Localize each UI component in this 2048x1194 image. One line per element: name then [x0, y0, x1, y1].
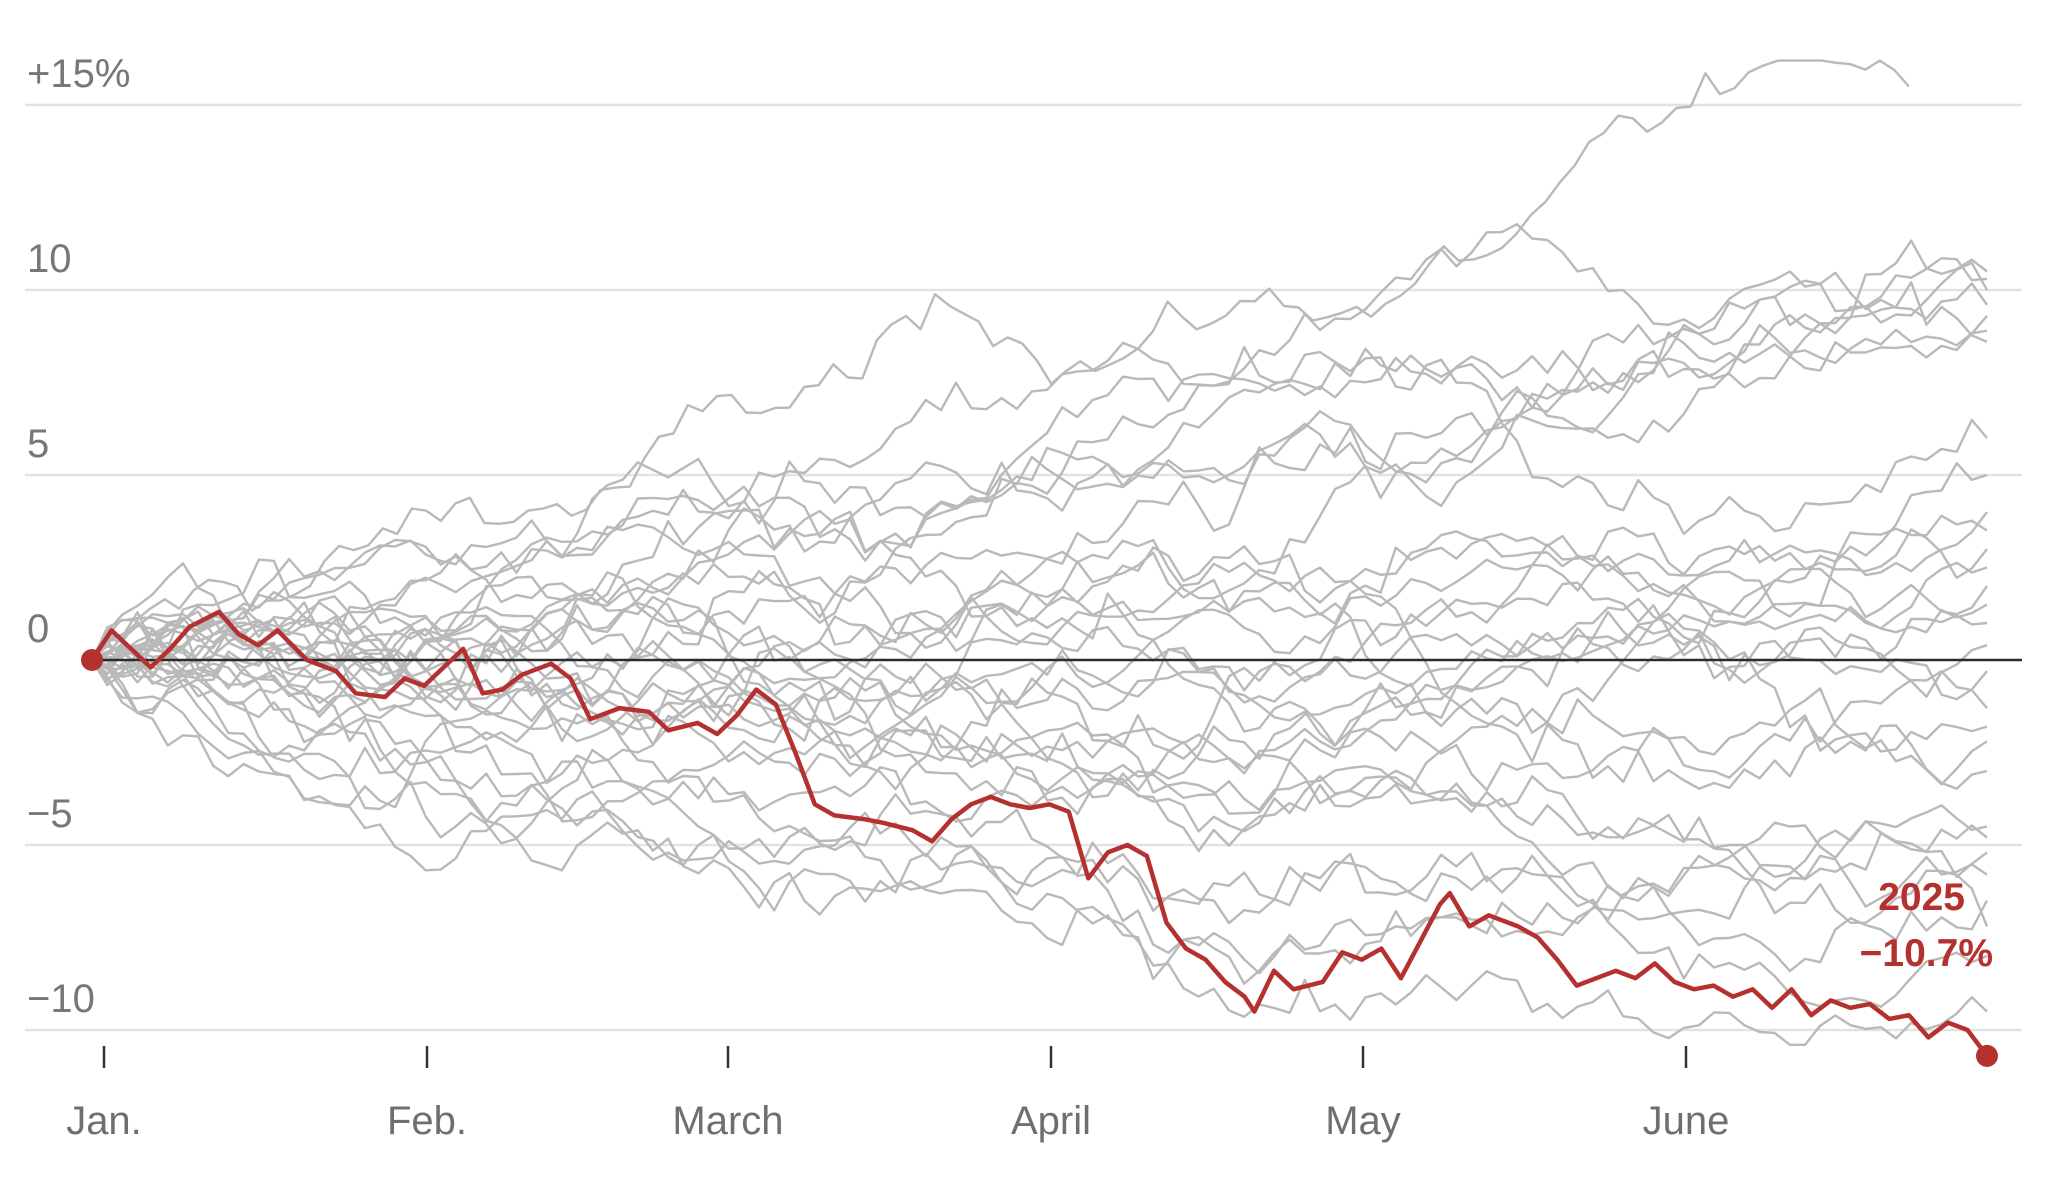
past-year-line [90, 595, 1988, 881]
past-year-line [91, 616, 1989, 927]
y-tick-label: +15% [27, 52, 130, 96]
past-year-line [91, 223, 1989, 678]
past-year-line [90, 59, 1910, 661]
past-year-line [91, 545, 1988, 790]
past-year-line [91, 345, 1988, 678]
start-point [81, 649, 103, 671]
past-year-line [91, 538, 1988, 747]
annotation-series-name: 2025 [1878, 876, 1965, 919]
background-lines [90, 59, 1989, 1046]
y-tick-label: 10 [27, 237, 72, 281]
past-year-line [91, 508, 1988, 678]
x-tick-label: May [1325, 1099, 1401, 1143]
past-year-line [91, 659, 1988, 922]
y-tick-label: 5 [27, 422, 49, 466]
y-tick-label: −10 [27, 977, 95, 1021]
past-year-line [91, 658, 1988, 815]
past-year-line [91, 555, 1988, 726]
past-year-line [91, 632, 1988, 908]
past-year-line [91, 659, 1988, 1046]
past-year-line [91, 315, 1988, 704]
x-tick-label: June [1643, 1099, 1730, 1143]
highlight-series-2025 [90, 609, 1989, 1058]
past-year-line [91, 601, 1989, 985]
past-year-line [91, 526, 1988, 711]
y-tick-label: 0 [27, 607, 49, 651]
past-year-line [90, 281, 1988, 661]
past-year-line [90, 590, 1988, 747]
x-tick-label: March [672, 1099, 783, 1143]
y-tick-label: −5 [27, 792, 73, 836]
end-point [1976, 1044, 1998, 1067]
x-tick-label: Jan. [66, 1099, 142, 1143]
annotation-final-value: −10.7% [1860, 932, 1993, 975]
past-year-line [91, 619, 1988, 1008]
past-year-line [91, 257, 1988, 698]
grid-layer [25, 103, 2022, 1032]
x-axis: Jan. Feb. March April May June [66, 1046, 1729, 1143]
x-tick-label: Feb. [387, 1099, 467, 1143]
x-tick-label: April [1011, 1099, 1091, 1143]
y-axis-labels: +15% 10 5 0 −5 −10 [27, 52, 130, 1021]
past-year-line [91, 271, 1988, 680]
past-year-line [91, 612, 1988, 799]
